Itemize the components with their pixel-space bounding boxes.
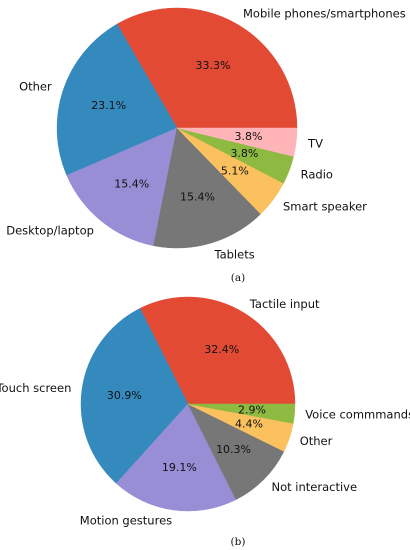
pie-pct-label-mobile-phones-smartphones: 33.3% (196, 59, 231, 72)
pie-category-label-other: Other (19, 79, 52, 93)
pie-category-label-tablets: Tablets (213, 248, 254, 262)
pie-pct-label-radio: 3.8% (230, 147, 258, 160)
pie-pct-label-tablets: 15.4% (180, 191, 215, 204)
pie-category-label-radio: Radio (301, 167, 333, 181)
pie-pct-label-smart-speaker: 5.1% (221, 164, 249, 177)
pie-category-label-voice-commmands: Voice commmands (305, 408, 410, 422)
pie-pct-label-desktop-laptop: 15.4% (114, 177, 149, 190)
pie-pct-label-touch-screen: 30.9% (107, 389, 142, 402)
pie-pct-label-tactile-input: 32.4% (204, 343, 239, 356)
pie-slice-not-interactive (187, 403, 285, 500)
pie-category-label-tv: TV (307, 137, 323, 151)
pie-pct-label-voice-commmands: 2.9% (238, 403, 266, 416)
pie-category-label-mobile-phones-smartphones: Mobile phones/smartphones (243, 7, 406, 21)
pie-category-label-tactile-input: Tactile input (249, 297, 320, 311)
pie-slice-mobile-phones-smartphones (116, 7, 298, 129)
caption-b: (b) (231, 536, 246, 548)
pie-pct-label-motion-gestures: 19.1% (162, 461, 197, 474)
pie-slice-tv (176, 127, 298, 157)
pie-pct-label-other: 4.4% (235, 418, 263, 431)
pie-pct-label-not-interactive: 10.3% (216, 443, 251, 456)
pie-slice-desktop-laptop (66, 127, 178, 246)
pie-category-label-smart-speaker: Smart speaker (283, 200, 367, 214)
pie-slice-motion-gestures (115, 403, 237, 512)
pie-chart-b: 32.4% Tactile input 30.9% Touch screen 19.1%… (0, 296, 410, 528)
pie-pct-label-tv: 3.8% (235, 130, 263, 143)
pie-pct-label-other: 23.1% (91, 99, 126, 112)
caption-a: (a) (231, 272, 245, 284)
pie-slice-tablets (153, 127, 262, 249)
pie-category-label-touch-screen: Touch screen (0, 381, 71, 395)
pie-category-label-motion-gestures: Motion gestures (80, 514, 172, 528)
pie-slice-tactile-input (139, 296, 296, 405)
pie-category-label-other: Other (300, 434, 333, 448)
pie-category-label-desktop-laptop: Desktop/laptop (6, 224, 94, 238)
pie-slice-voice-commmands (187, 403, 296, 424)
pie-slice-other (56, 23, 178, 176)
pie-chart-a: 33.3% Mobile phones/smartphones 23.1% Other… (6, 7, 405, 262)
pie-category-label-not-interactive: Not interactive (271, 480, 357, 494)
pie-slice-touch-screen (80, 308, 189, 484)
